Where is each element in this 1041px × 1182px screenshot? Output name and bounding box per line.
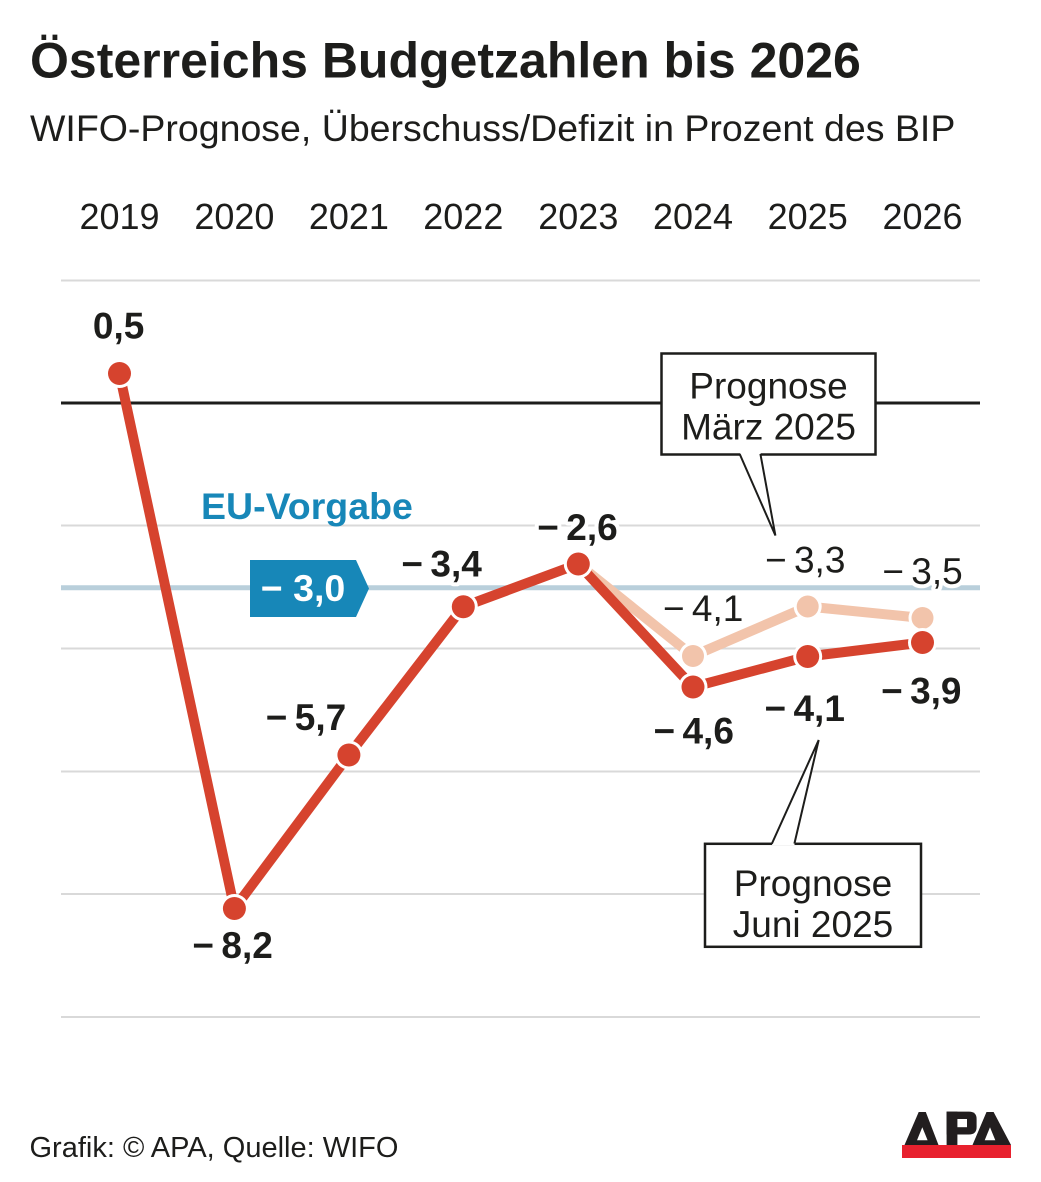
- svg-text:− 3,0: − 3,0: [261, 567, 345, 609]
- svg-text:WIFO-Prognose, Überschuss/Defi: WIFO-Prognose, Überschuss/Defizit in Pro…: [30, 107, 955, 149]
- svg-text:− 3,4: − 3,4: [401, 544, 482, 585]
- svg-text:− 3,5: − 3,5: [882, 551, 962, 592]
- svg-text:− 5,7: − 5,7: [266, 697, 346, 738]
- svg-text:− 3,9: − 3,9: [881, 671, 961, 712]
- svg-text:2024: 2024: [653, 196, 733, 237]
- svg-text:− 2,6: − 2,6: [537, 507, 617, 548]
- svg-text:Grafik: © APA, Quelle: WIFO: Grafik: © APA, Quelle: WIFO: [30, 1132, 399, 1164]
- svg-text:− 3,3: − 3,3: [765, 540, 845, 581]
- svg-text:− 4,6: − 4,6: [653, 711, 733, 752]
- svg-text:2021: 2021: [309, 196, 389, 237]
- svg-text:− 4,1: − 4,1: [663, 588, 743, 629]
- svg-text:EU-Vorgabe: EU-Vorgabe: [201, 485, 413, 527]
- svg-text:2019: 2019: [79, 196, 159, 237]
- svg-text:0,5: 0,5: [93, 306, 144, 347]
- svg-text:2026: 2026: [882, 196, 962, 237]
- svg-text:− 4,1: − 4,1: [764, 688, 844, 729]
- svg-text:Juni 2025: Juni 2025: [733, 904, 893, 945]
- svg-text:2025: 2025: [768, 196, 848, 237]
- svg-text:Prognose: Prognose: [734, 863, 892, 904]
- svg-text:Österreichs Budgetzahlen bis 2: Österreichs Budgetzahlen bis 2026: [30, 33, 861, 89]
- svg-text:2022: 2022: [423, 196, 503, 237]
- svg-text:2020: 2020: [194, 196, 274, 237]
- svg-text:2023: 2023: [538, 196, 618, 237]
- svg-text:Prognose: Prognose: [689, 366, 847, 407]
- svg-text:März 2025: März 2025: [681, 407, 856, 448]
- svg-text:− 8,2: − 8,2: [192, 925, 272, 966]
